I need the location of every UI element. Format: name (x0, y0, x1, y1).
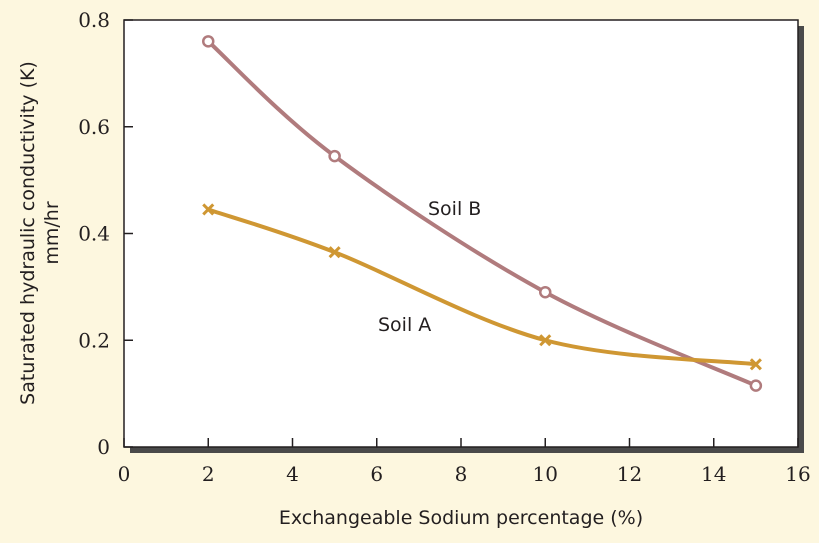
x-axis-ticks: 0 2 4 6 8 10 12 14 16 (118, 438, 811, 486)
x-tick-label: 10 (533, 462, 558, 486)
plot-area (123, 19, 799, 448)
x-tick-label: 2 (202, 462, 215, 486)
series-line-soil-b (206, 39, 758, 388)
data-point-soil-a (539, 334, 552, 347)
data-point-soil-b (749, 379, 763, 392)
data-point-soil-a (202, 203, 215, 216)
x-tick-label: 8 (455, 462, 468, 486)
data-point-soil-b (328, 149, 341, 163)
y-tick-label: 0.4 (78, 222, 110, 246)
data-point-soil-a (749, 358, 762, 371)
x-tick-label: 16 (785, 462, 810, 486)
x-tick-label: 4 (286, 462, 299, 486)
y-axis-title: Saturated hydraulic conductivity (K) (17, 61, 39, 405)
y-axis-ticks: 0 0.2 0.4 0.6 0.8 (78, 8, 133, 459)
x-tick-label: 12 (617, 462, 642, 486)
y-tick-label: 0.2 (78, 328, 110, 352)
axis-frame-group (123, 19, 804, 453)
series-label-soil-b: Soil B (428, 198, 481, 220)
y-axis-unit: mm/hr (41, 201, 63, 264)
y-tick-label: 0.6 (78, 115, 110, 139)
x-tick-label: 0 (118, 462, 131, 486)
y-axis-title-group: Saturated hydraulic conductivity (K) mm/… (17, 61, 63, 405)
x-tick-label: 6 (370, 462, 383, 486)
data-point-soil-a (328, 246, 341, 259)
series-label-soil-a: Soil A (378, 314, 431, 336)
series-line-soil-a (206, 207, 758, 367)
data-point-soil-b (202, 35, 215, 48)
y-tick-label: 0.8 (78, 8, 110, 32)
data-point-soil-b (539, 285, 552, 299)
x-axis-title: Exchangeable Sodium percentage (%) (279, 507, 643, 529)
y-tick-label: 0 (97, 435, 110, 459)
series-layer (202, 35, 763, 392)
x-tick-label: 14 (701, 462, 726, 486)
